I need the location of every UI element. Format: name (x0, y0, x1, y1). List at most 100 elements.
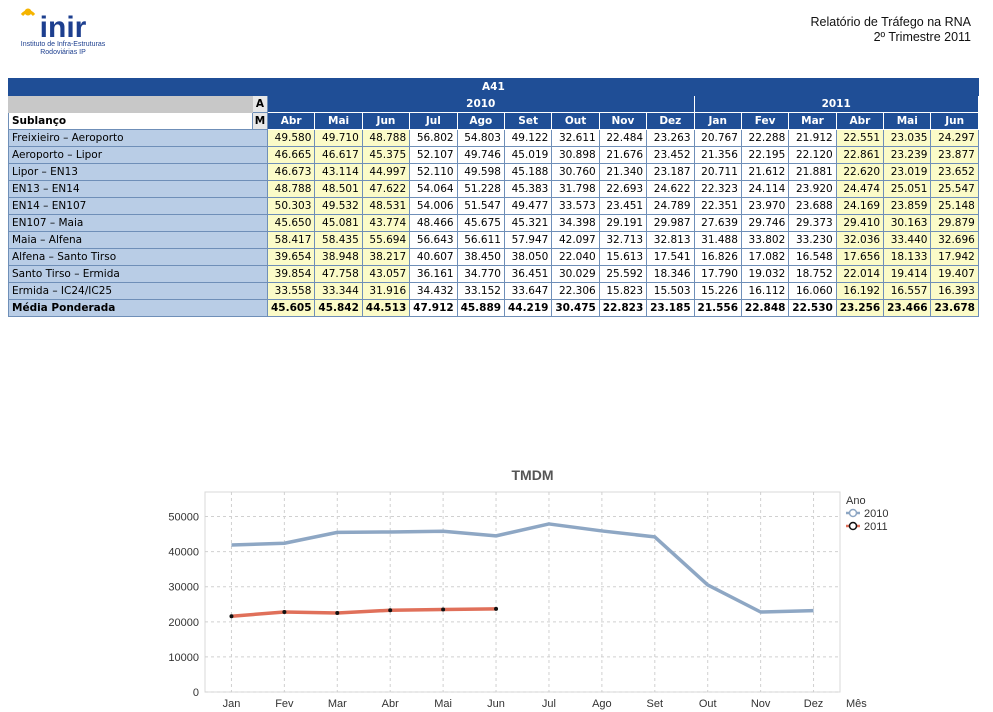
table-row: Aeroporto – Lipor 46.665 46.617 45.375 52.10… (8, 146, 979, 164)
traffic-value: 47.758 (314, 265, 363, 283)
traffic-value: 57.947 (503, 231, 553, 249)
traffic-value: 32.813 (646, 231, 695, 249)
traffic-value: 49.598 (456, 163, 505, 181)
data-point-2011 (494, 606, 499, 611)
x-tick-label: Jun (487, 698, 505, 710)
traffic-value: 36.451 (503, 265, 553, 283)
x-tick-label: Mar (328, 698, 347, 710)
month-header: Dez (646, 112, 695, 130)
traffic-value: 48.501 (314, 180, 363, 198)
average-value: 23.466 (883, 299, 932, 317)
average-value: 23.256 (835, 299, 885, 317)
traffic-value: 44.997 (361, 163, 411, 181)
year-row-label-cell (8, 95, 253, 113)
sublanco-name: EN13 – EN14 (8, 180, 268, 198)
traffic-value: 15.823 (598, 282, 648, 300)
traffic-value: 16.548 (788, 248, 837, 266)
traffic-value: 34.770 (456, 265, 505, 283)
data-point-2011 (282, 610, 287, 614)
average-value: 45.842 (314, 299, 363, 317)
traffic-value: 15.613 (598, 248, 648, 266)
table-row: Santo Tirso – Ermida 39.854 47.758 43.057 36… (8, 265, 979, 283)
traffic-value: 38.948 (314, 248, 363, 266)
traffic-value: 18.752 (788, 265, 837, 283)
traffic-value: 23.035 (883, 129, 932, 147)
month-header: Abr (266, 112, 316, 130)
year-header-row: A 2010 2011 (8, 95, 979, 113)
traffic-value: 23.187 (646, 163, 695, 181)
traffic-value: 21.340 (598, 163, 648, 181)
traffic-value: 23.970 (740, 197, 790, 215)
traffic-value: 45.675 (456, 214, 505, 232)
traffic-value: 22.323 (693, 180, 742, 198)
average-value: 45.605 (266, 299, 316, 317)
data-point-2011 (229, 614, 234, 619)
table-title: A41 (8, 78, 979, 96)
sublanco-name: Santo Tirso – Ermida (8, 265, 268, 283)
average-value: 22.823 (598, 299, 648, 317)
traffic-value: 30.029 (551, 265, 600, 283)
traffic-value: 45.081 (314, 214, 363, 232)
traffic-value: 56.802 (409, 129, 458, 147)
traffic-value: 31.798 (551, 180, 600, 198)
traffic-value: 29.373 (788, 214, 837, 232)
traffic-value: 30.163 (883, 214, 932, 232)
traffic-value: 56.611 (456, 231, 505, 249)
average-value: 44.513 (361, 299, 411, 317)
traffic-table: A41 A 2010 2011 Sublanço M Abr Mai Jun Jul Ago Set O… (8, 78, 979, 317)
traffic-value: 21.676 (598, 146, 648, 164)
traffic-value: 30.898 (551, 146, 600, 164)
x-tick-label: Set (647, 698, 664, 710)
series-line-2011 (231, 607, 497, 618)
traffic-table-container: A41 A 2010 2011 Sublanço M Abr Mai Jun Jul Ago Set O… (8, 78, 979, 317)
traffic-value: 45.383 (503, 180, 553, 198)
x-tick-label: Out (699, 698, 717, 710)
traffic-value: 34.432 (409, 282, 458, 300)
traffic-value: 22.306 (551, 282, 600, 300)
traffic-value: 22.120 (788, 146, 837, 164)
traffic-value: 38.050 (503, 248, 553, 266)
traffic-value: 27.639 (693, 214, 742, 232)
traffic-value: 49.580 (266, 129, 316, 147)
traffic-value: 45.321 (503, 214, 553, 232)
logo-mark: inir (20, 8, 87, 42)
x-tick-label: Nov (751, 698, 771, 710)
month-header: Mar (788, 112, 837, 130)
month-header: Set (503, 112, 553, 130)
traffic-value: 49.122 (503, 129, 553, 147)
traffic-value: 22.288 (740, 129, 790, 147)
traffic-value: 24.297 (930, 129, 979, 147)
traffic-value: 17.541 (646, 248, 695, 266)
traffic-value: 45.188 (503, 163, 553, 181)
traffic-value: 22.195 (740, 146, 790, 164)
traffic-value: 46.617 (314, 146, 363, 164)
traffic-value: 16.826 (693, 248, 742, 266)
month-header: Out (551, 112, 600, 130)
traffic-value: 15.503 (646, 282, 695, 300)
traffic-value: 29.987 (646, 214, 695, 232)
month-header: Jul (409, 112, 458, 130)
table-row: Lipor – EN13 46.673 43.114 44.997 52.110 49.5… (8, 163, 979, 181)
traffic-value: 24.474 (835, 180, 885, 198)
x-tick-label: Dez (804, 698, 824, 710)
sublanco-name: EN107 – Maia (8, 214, 268, 232)
traffic-value: 24.622 (646, 180, 695, 198)
traffic-value: 54.006 (409, 197, 458, 215)
average-value: 45.889 (456, 299, 505, 317)
traffic-value: 49.710 (314, 129, 363, 147)
table-row: Alfena – Santo Tirso 39.654 38.948 38.217 40… (8, 248, 979, 266)
average-value: 22.530 (788, 299, 837, 317)
traffic-value: 22.014 (835, 265, 885, 283)
traffic-value: 22.484 (598, 129, 648, 147)
traffic-value: 16.112 (740, 282, 790, 300)
traffic-value: 29.191 (598, 214, 648, 232)
legend-title: Ano (846, 495, 866, 507)
x-tick-label: Abr (382, 698, 399, 710)
traffic-value: 45.375 (361, 146, 411, 164)
plot-area (204, 491, 841, 693)
traffic-value: 55.694 (361, 231, 411, 249)
average-row: Média Ponderada 45.605 45.842 44.513 47.912 4… (8, 299, 979, 317)
traffic-value: 29.746 (740, 214, 790, 232)
traffic-value: 29.410 (835, 214, 885, 232)
y-tick-label: 0 (193, 687, 199, 699)
